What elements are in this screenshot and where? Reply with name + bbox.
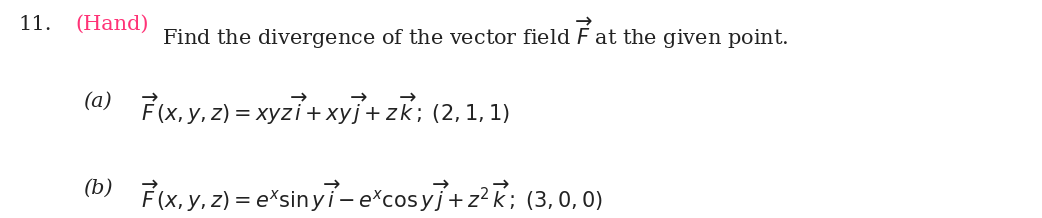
Text: (Hand): (Hand) — [75, 15, 149, 34]
Text: $\overrightarrow{F}\,(x,y,z) = e^x \sin y\,\overrightarrow{i} - e^x \cos y\,\ove: $\overrightarrow{F}\,(x,y,z) = e^x \sin … — [141, 179, 602, 215]
Text: $\overrightarrow{F}\,(x,y,z) = xyz\,\overrightarrow{i} + xy\,\overrightarrow{j} : $\overrightarrow{F}\,(x,y,z) = xyz\,\ove… — [141, 92, 510, 127]
Text: (b): (b) — [83, 179, 113, 198]
Text: 11.: 11. — [19, 15, 52, 34]
Text: Find the divergence of the vector field $\overrightarrow{F}$ at the given point.: Find the divergence of the vector field … — [162, 15, 788, 51]
Text: (a): (a) — [83, 92, 113, 111]
